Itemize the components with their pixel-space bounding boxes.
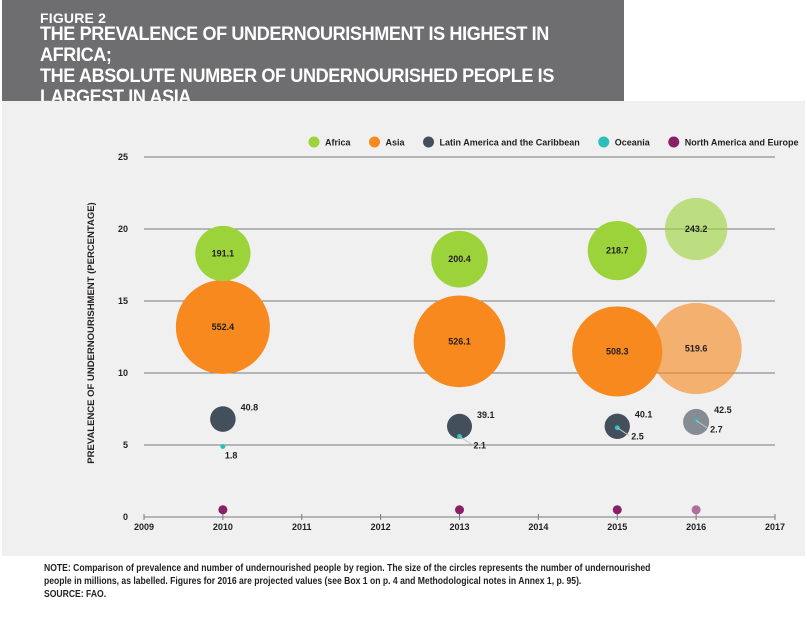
- bubble-label-asia-2016: 519.6: [685, 344, 708, 354]
- x-tick-label-2010: 2010: [213, 522, 233, 532]
- bubble-latin-america-and-the-caribbean-2010: [210, 406, 236, 432]
- bubble-africa-2013: [431, 230, 488, 288]
- bubble-asia-2010: [175, 279, 270, 374]
- y-tick-label-20: 20: [118, 224, 128, 234]
- legend-label-latin-america-and-the-caribbean: Latin America and the Caribbean: [440, 138, 580, 148]
- bubble-label-oceania-2016: 2.7: [710, 425, 723, 435]
- y-axis-label: PREVALENCE OF UNDERNOURISHMENT (PERCENTA…: [86, 202, 97, 463]
- x-tick-label-2014: 2014: [528, 522, 548, 532]
- bubble-asia-2016: [650, 302, 742, 395]
- bubble-north-america-and-europe-2016: [691, 505, 701, 515]
- legend-label-north-america-and-europe: North America and Europe: [685, 138, 799, 148]
- leader-line-oceania-2015: [616, 427, 630, 437]
- bubble-label-oceania-2010: 1.8: [225, 450, 238, 460]
- x-tick-label-2013: 2013: [449, 522, 469, 532]
- leader-line-oceania-2016: [695, 420, 709, 429]
- bubble-africa-2015: [587, 221, 647, 281]
- y-tick-label-15: 15: [118, 296, 128, 306]
- x-tick-label-2017: 2017: [765, 522, 785, 532]
- legend-marker-oceania: [598, 136, 610, 148]
- bubble-north-america-and-europe-2013: [455, 505, 464, 515]
- y-tick-label-25: 25: [118, 152, 128, 162]
- x-tick-label-2016: 2016: [686, 522, 706, 532]
- bubble-label-africa-2013: 200.4: [448, 254, 471, 264]
- source-line: SOURCE: FAO.: [44, 589, 107, 600]
- bubble-label-latin-america-and-the-caribbean-2016: 42.5: [714, 405, 732, 415]
- note-line-1: NOTE: Comparison of prevalence and numbe…: [44, 563, 651, 574]
- y-tick-label-0: 0: [123, 512, 128, 522]
- figure-header: FIGURE 2 THE PREVALENCE OF UNDERNOURISHM…: [2, 0, 624, 108]
- bubble-label-africa-2010: 191.1: [212, 248, 235, 258]
- legend-marker-north-america-and-europe: [668, 136, 680, 148]
- x-tick-label-2015: 2015: [607, 522, 627, 532]
- bubble-oceania-2010: [220, 443, 226, 449]
- bubble-label-asia-2013: 526.1: [448, 336, 471, 346]
- bubble-label-africa-2015: 218.7: [606, 246, 629, 256]
- bubble-chart: 0 5 10 15 20 25 2009 2010 2011 2012 2013 2014 2015 20…: [86, 136, 799, 532]
- legend-label-asia: Asia: [386, 138, 406, 148]
- legend-marker-africa: [308, 136, 320, 148]
- bubble-africa-2010: [195, 225, 251, 282]
- bubble-asia-2015: [572, 306, 663, 397]
- bubble-label-latin-america-and-the-caribbean-2010: 40.8: [241, 402, 259, 412]
- title-line-1: THE PREVALENCE OF UNDERNOURISHMENT IS HI…: [40, 24, 549, 66]
- y-tick-label-10: 10: [118, 368, 128, 378]
- y-tick-label-5: 5: [123, 440, 128, 450]
- bubble-label-oceania-2015: 2.5: [631, 432, 644, 442]
- x-tick-label-2011: 2011: [292, 522, 312, 532]
- leader-line-oceania-2013: [459, 435, 472, 445]
- legend-label-oceania: Oceania: [615, 138, 651, 148]
- bubble-asia-2013: [413, 295, 506, 388]
- chart-panel: 0 5 10 15 20 25 2009 2010 2011 2012 2013 2014 2015 20…: [2, 101, 805, 556]
- x-tick-label-2012: 2012: [371, 522, 391, 532]
- x-tick-label-2009: 2009: [134, 522, 154, 532]
- legend-marker-asia: [369, 136, 381, 148]
- figure-label: FIGURE 2: [40, 10, 107, 26]
- bubble-label-asia-2010: 552.4: [212, 322, 235, 332]
- bubble-north-america-and-europe-2015: [612, 505, 622, 515]
- bubble-label-asia-2015: 508.3: [606, 346, 629, 356]
- bubble-latin-america-and-the-caribbean-2013: [446, 413, 473, 439]
- bubble-label-latin-america-and-the-caribbean-2015: 40.1: [635, 410, 653, 420]
- bubble-label-africa-2016: 243.2: [685, 224, 708, 234]
- bubble-north-america-and-europe-2010: [218, 505, 228, 515]
- figure-title: THE PREVALENCE OF UNDERNOURISHMENT IS HI…: [40, 24, 595, 108]
- bubble-label-latin-america-and-the-caribbean-2013: 39.1: [477, 410, 495, 420]
- note-line-2: people in millions, as labelled. Figures…: [44, 576, 582, 587]
- bubble-africa-2016: [664, 197, 728, 261]
- legend-marker-latin-america-and-the-caribbean: [423, 136, 435, 148]
- legend-label-africa: Africa: [325, 138, 352, 148]
- bubble-label-oceania-2013: 2.1: [474, 440, 487, 450]
- figure-note: NOTE: Comparison of prevalence and numbe…: [44, 562, 663, 601]
